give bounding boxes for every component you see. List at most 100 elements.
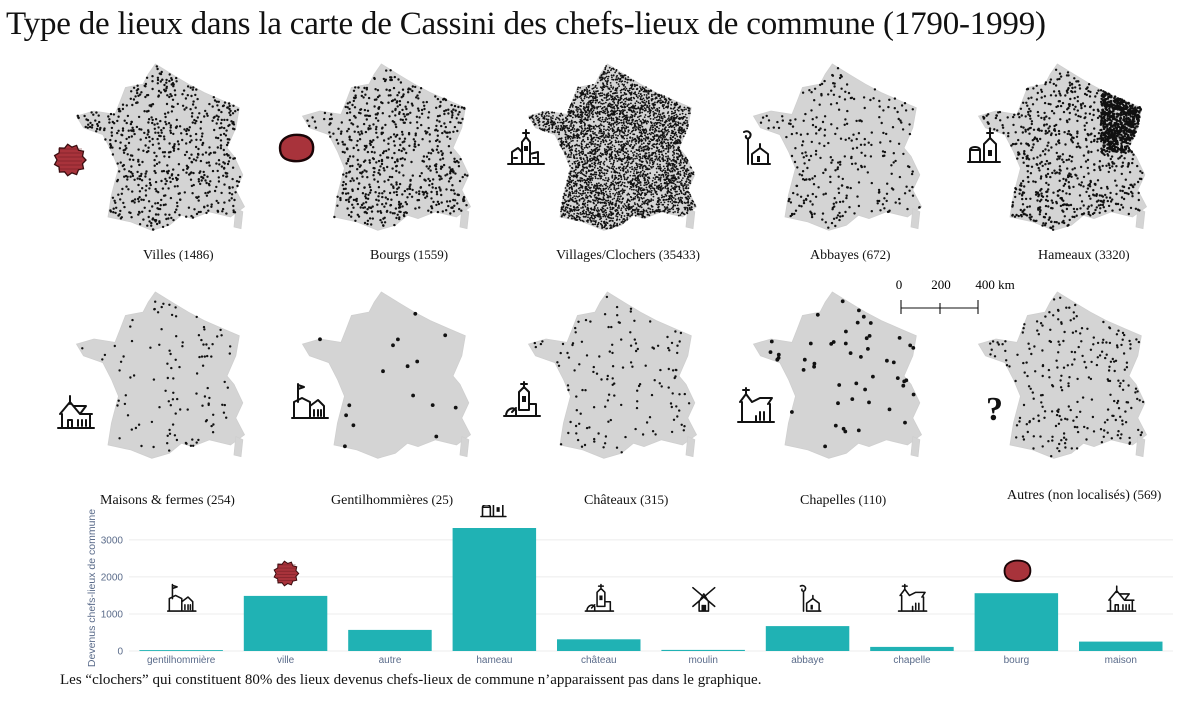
map-caption-count: (35433) (655, 247, 700, 262)
locality-dots (533, 295, 691, 454)
france-outline (75, 291, 246, 459)
map-caption: Maisons & fermes (254) (100, 492, 235, 509)
map-caption-label: Hameaux (1038, 248, 1092, 263)
crosier-abbey-icon (799, 584, 822, 612)
corsica-outline (233, 207, 244, 230)
scale-line (900, 300, 979, 314)
map-caption-label: Bourgs (370, 248, 411, 263)
map-panel (950, 60, 1160, 235)
x-tick-label: autre (379, 655, 402, 666)
map-caption-label: Villes (143, 248, 176, 263)
map-caption-label: Villages/Clochers (556, 248, 656, 263)
locality-dots (81, 300, 232, 452)
france-map (977, 63, 1148, 231)
scale-tick-200: 200 (931, 277, 951, 292)
map-caption: Autres (non localisés) (569) (1007, 487, 1161, 504)
scale-bar: 0 200 400 km (895, 276, 1025, 316)
x-tick-label: chapelle (893, 655, 931, 666)
map-caption-count: (25) (428, 492, 454, 507)
bar-autre (348, 629, 432, 651)
france-map (752, 63, 923, 231)
corsica-outline (910, 207, 921, 230)
red-blob-icon (1003, 559, 1032, 583)
locality-dots (768, 299, 916, 449)
bar-moulin (661, 649, 745, 651)
map-panel (950, 288, 1160, 463)
page-title: Type de lieux dans la carte de Cassini d… (6, 6, 1046, 42)
france-map (527, 63, 698, 231)
france-outline (977, 291, 1148, 459)
locality-dots (982, 68, 1144, 231)
scale-tick-400: 400 km (975, 277, 1014, 292)
locality-dots (76, 65, 242, 231)
bar-ville (243, 595, 328, 651)
castle-icon (584, 583, 615, 612)
chapel-icon (897, 583, 928, 612)
x-tick-label: maison (1105, 655, 1137, 666)
corsica-outline (459, 435, 470, 458)
bar-gentilhommière (139, 650, 223, 651)
y-tick-label: 1000 (101, 609, 124, 620)
locality-dots (528, 65, 696, 230)
corsica-outline (1135, 207, 1146, 230)
locality-dots (759, 67, 921, 229)
france-outline (752, 291, 923, 459)
map-caption-count: (1486) (175, 247, 214, 262)
map-caption-label: Chapelles (800, 493, 856, 508)
house-icon (1106, 585, 1137, 612)
corsica-outline (1135, 435, 1146, 458)
bar-bourg (974, 593, 1059, 651)
map-caption: Hameaux (3320) (1038, 247, 1130, 264)
x-tick-label: hameau (476, 655, 512, 666)
manor-flag-icon (290, 382, 330, 427)
map-caption-count: (1559) (410, 247, 449, 262)
bar-château (557, 639, 641, 651)
hamlet-icon (480, 490, 507, 518)
map-panel (500, 60, 710, 235)
map-panel (48, 60, 258, 235)
x-tick-label: château (581, 655, 617, 666)
bar-maison (1079, 641, 1163, 651)
x-tick-label: moulin (688, 655, 717, 666)
map-panel (725, 60, 935, 235)
x-tick-label: ville (277, 655, 295, 666)
chapel-icon (736, 386, 776, 431)
map-caption: Chapelles (110) (800, 492, 886, 509)
france-map (527, 291, 698, 459)
france-map (977, 291, 1148, 459)
windmill-icon (692, 586, 716, 612)
x-tick-label: bourg (1004, 655, 1030, 666)
map-caption-label: Gentilhommières (331, 493, 429, 508)
red-blob-icon (276, 128, 316, 173)
y-axis-label: Devenus chefs-lieux de commune (86, 509, 98, 667)
corsica-outline (233, 435, 244, 458)
bar-chapelle (870, 646, 954, 651)
x-tick-label: gentilhommière (147, 655, 216, 666)
y-tick-label: 0 (117, 647, 123, 658)
map-caption-label: Maisons & fermes (100, 493, 204, 508)
map-caption-count: (569) (1129, 487, 1162, 502)
crosier-abbey-icon (734, 128, 774, 173)
france-map (75, 63, 246, 231)
locality-dots (989, 296, 1145, 458)
red-star-polygon-icon (50, 140, 90, 185)
map-caption: Abbayes (672) (810, 247, 890, 264)
france-map (752, 291, 923, 459)
corsica-outline (459, 207, 470, 230)
france-map (301, 63, 472, 231)
corsica-outline (685, 435, 696, 458)
hamlet-icon (966, 128, 1006, 173)
y-tick-label: 3000 (101, 535, 124, 546)
map-caption-label: Autres (non localisés) (1007, 488, 1130, 503)
corsica-outline (910, 435, 921, 458)
france-outline (752, 63, 923, 231)
red-star-polygon-icon (273, 560, 300, 587)
bar-abbaye (765, 626, 850, 651)
map-caption-count: (672) (859, 247, 891, 262)
france-map (75, 291, 246, 459)
map-caption-count: (315) (636, 492, 669, 507)
map-panel (725, 288, 935, 463)
manor-flag-icon (166, 583, 197, 612)
y-tick-label: 2000 (101, 572, 124, 583)
map-panel (274, 288, 484, 463)
